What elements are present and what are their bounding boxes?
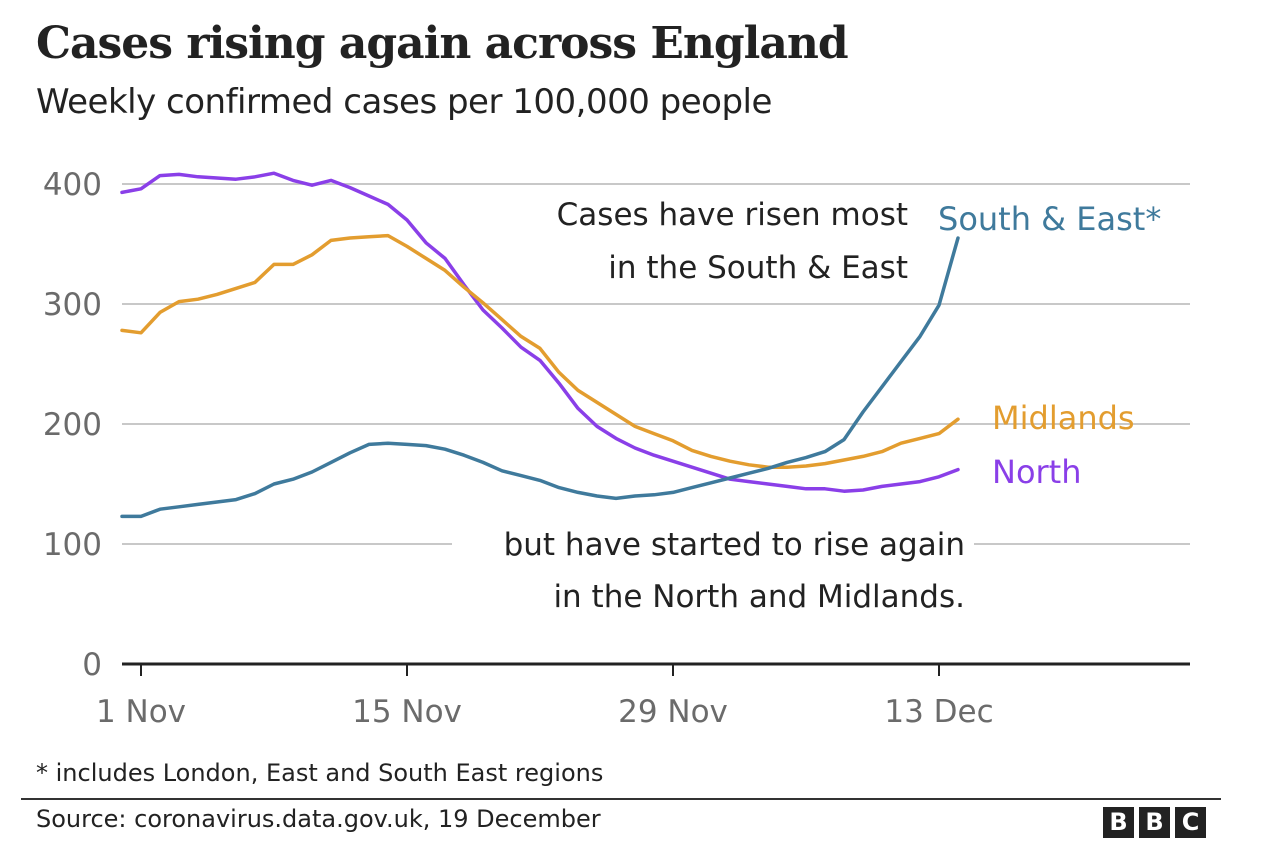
x-axis: 1 Nov 15 Nov 29 Nov 13 Dec xyxy=(96,662,1190,730)
source-note: Source: coronavirus.data.gov.uk, 19 Dece… xyxy=(36,805,601,833)
series-line-south-east xyxy=(120,236,960,519)
annotation-text: Cases have risen most xyxy=(557,197,908,233)
bbc-logo: B B C xyxy=(1103,807,1206,838)
chart-title: Cases rising again across England xyxy=(36,18,849,69)
annotation-text: but have started to rise again xyxy=(504,527,965,563)
series-lines xyxy=(120,171,960,519)
footer-divider xyxy=(21,798,1221,800)
annotation-text: in the North and Midlands. xyxy=(553,579,965,615)
bbc-logo-letter: B xyxy=(1103,807,1134,838)
bbc-logo-letter: C xyxy=(1175,807,1206,838)
annotation-mask xyxy=(452,520,974,562)
series-label-south-east: South & East* xyxy=(938,200,1161,238)
series-label-midlands: Midlands xyxy=(992,399,1135,437)
bbc-logo-letter: B xyxy=(1139,807,1170,838)
annotations: Cases have risen most in the South & East… xyxy=(452,197,974,615)
x-tick-label: 15 Nov xyxy=(352,694,462,730)
y-tick-label: 100 xyxy=(43,527,102,563)
footnote: * includes London, East and South East r… xyxy=(36,759,604,787)
series-line-north xyxy=(120,171,960,493)
series-labels: North Midlands South & East* xyxy=(938,200,1161,491)
y-tick-label: 300 xyxy=(43,287,102,323)
y-tick-label: 400 xyxy=(43,167,102,203)
x-tick-label: 13 Dec xyxy=(884,694,993,730)
x-tick-label: 29 Nov xyxy=(618,694,728,730)
y-tick-label: 200 xyxy=(43,407,102,443)
series-label-north: North xyxy=(992,453,1082,491)
annotation-text: in the South & East xyxy=(608,250,908,286)
y-axis-ticks: 0 100 200 300 400 xyxy=(43,167,102,683)
chart-subtitle: Weekly confirmed cases per 100,000 peopl… xyxy=(36,82,772,122)
series-line-midlands xyxy=(120,233,960,469)
x-tick-label: 1 Nov xyxy=(96,694,186,730)
line-chart: 0 100 200 300 400 1 Nov 15 Nov 29 Nov 13 Dec Ca… xyxy=(43,167,1190,730)
y-tick-label: 0 xyxy=(82,647,102,683)
